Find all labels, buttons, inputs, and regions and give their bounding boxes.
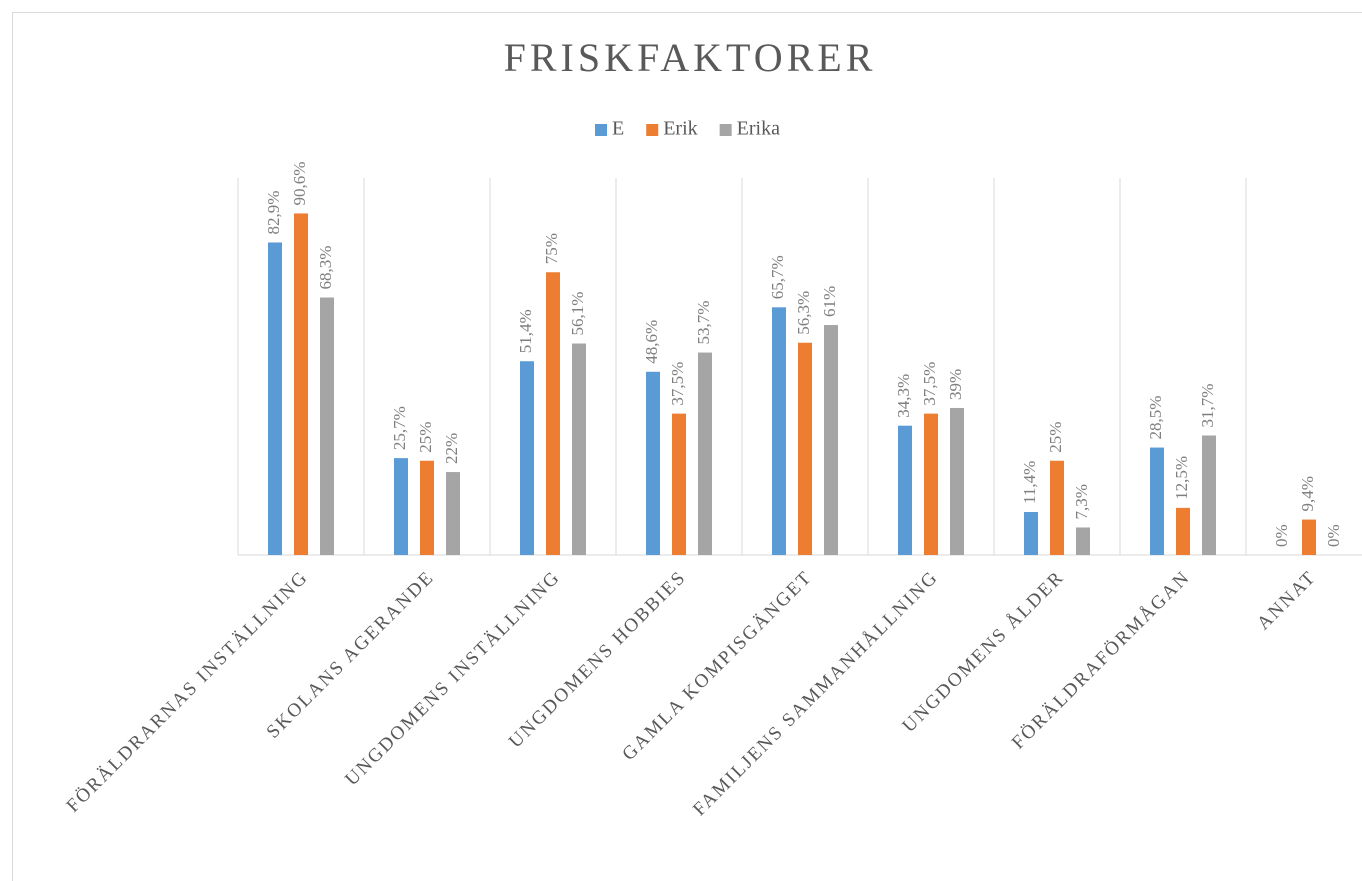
data-label: 12,5% — [1172, 456, 1191, 500]
x-tick-label: ANNAT — [1253, 567, 1320, 634]
bar — [798, 342, 812, 555]
bar — [520, 361, 534, 555]
legend-label: Erik — [663, 118, 697, 140]
data-label: 75% — [542, 233, 561, 264]
bar — [546, 272, 560, 555]
data-label: 31,7% — [1198, 384, 1217, 428]
data-label: 11,4% — [1020, 461, 1039, 504]
data-label: 56,1% — [568, 292, 587, 336]
bar — [950, 407, 964, 555]
data-label: 25% — [416, 422, 435, 453]
bar — [268, 242, 282, 556]
data-label: 25,7% — [390, 406, 409, 450]
bar — [1024, 512, 1038, 555]
bar — [1150, 447, 1164, 555]
data-label: 37,5% — [920, 362, 939, 406]
chart-border — [12, 12, 1362, 881]
data-label: 34,3% — [894, 374, 913, 418]
data-label: 90,6% — [290, 162, 309, 206]
bar — [394, 458, 408, 555]
data-label: 7,3% — [1072, 484, 1091, 519]
bar — [1302, 519, 1316, 555]
data-label: 56,3% — [794, 291, 813, 335]
data-label: 48,6% — [642, 320, 661, 364]
bar — [1202, 435, 1216, 555]
data-label: 53,7% — [694, 301, 713, 345]
bar — [898, 425, 912, 555]
data-label: 39% — [946, 369, 965, 400]
legend-label: Erika — [737, 118, 780, 140]
bar — [572, 343, 586, 555]
bar — [1050, 460, 1064, 555]
legend-swatch — [646, 124, 659, 136]
bar — [1076, 527, 1090, 555]
bar — [772, 307, 786, 555]
legend-swatch — [595, 124, 607, 136]
data-label: 25% — [1046, 422, 1065, 453]
data-label: 22% — [442, 433, 461, 464]
data-label: 9,4% — [1298, 476, 1317, 511]
data-label: 68,3% — [316, 246, 335, 290]
bar — [646, 371, 660, 555]
data-label: 0% — [1272, 524, 1291, 547]
x-tick-label: FÖRÄLDRARNAS INSTÄLLNING — [63, 567, 313, 817]
data-label: 51,4% — [516, 309, 535, 353]
data-label: 28,5% — [1146, 396, 1165, 440]
bar — [924, 413, 938, 555]
data-label: 65,7% — [768, 255, 787, 299]
x-tick-label: UNGDOMENS INSTÄLLNING — [341, 567, 564, 790]
x-tick-label: FAMILJENS SAMMANHÅLLNING — [689, 567, 942, 820]
bar — [420, 460, 434, 555]
legend-label: E — [612, 118, 624, 140]
data-label: 0% — [1324, 524, 1343, 547]
bar — [320, 297, 334, 555]
legend-swatch — [719, 124, 732, 136]
data-label: 61% — [820, 286, 839, 317]
bar — [1176, 507, 1190, 555]
bar — [698, 352, 712, 555]
data-label: 82,9% — [264, 191, 283, 235]
bar — [446, 472, 460, 555]
bar — [824, 325, 838, 555]
bar — [294, 213, 308, 556]
chart-title: FRISKFAKTORER — [504, 35, 877, 80]
bar — [672, 413, 686, 555]
data-label: 37,5% — [668, 362, 687, 406]
